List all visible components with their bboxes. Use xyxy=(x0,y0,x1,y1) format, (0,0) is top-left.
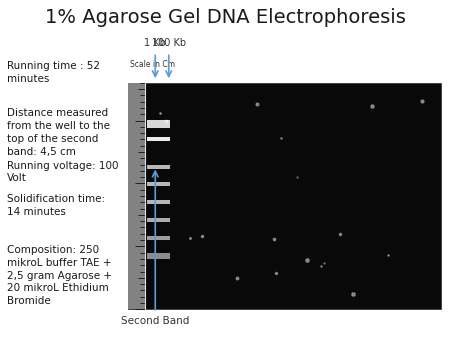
Bar xyxy=(147,137,170,141)
Text: Scale in Cm: Scale in Cm xyxy=(130,60,176,69)
Text: Second Band: Second Band xyxy=(121,316,189,326)
Text: Solidification time:
14 minutes: Solidification time: 14 minutes xyxy=(7,194,105,217)
Bar xyxy=(128,83,145,309)
Text: 1 Kb: 1 Kb xyxy=(144,38,166,48)
Bar xyxy=(147,218,170,222)
Text: Running time : 52
minutes: Running time : 52 minutes xyxy=(7,61,100,83)
Text: 100 Kb: 100 Kb xyxy=(152,38,186,48)
Bar xyxy=(147,200,170,204)
Bar xyxy=(147,236,170,240)
Bar xyxy=(147,165,170,169)
Text: Running voltage: 100
Volt: Running voltage: 100 Volt xyxy=(7,161,118,183)
Bar xyxy=(128,83,441,309)
Bar xyxy=(147,120,170,128)
Bar xyxy=(128,83,145,309)
Bar xyxy=(147,254,170,259)
Text: Composition: 250
mikroL buffer TAE +
2,5 gram Agarose +
20 mikroL Ethidium
Bromi: Composition: 250 mikroL buffer TAE + 2,5… xyxy=(7,245,112,306)
Text: Distance measured
from the well to the
top of the second
band: 4,5 cm: Distance measured from the well to the t… xyxy=(7,108,110,156)
Text: 1% Agarose Gel DNA Electrophoresis: 1% Agarose Gel DNA Electrophoresis xyxy=(45,8,405,27)
Bar xyxy=(147,182,170,186)
